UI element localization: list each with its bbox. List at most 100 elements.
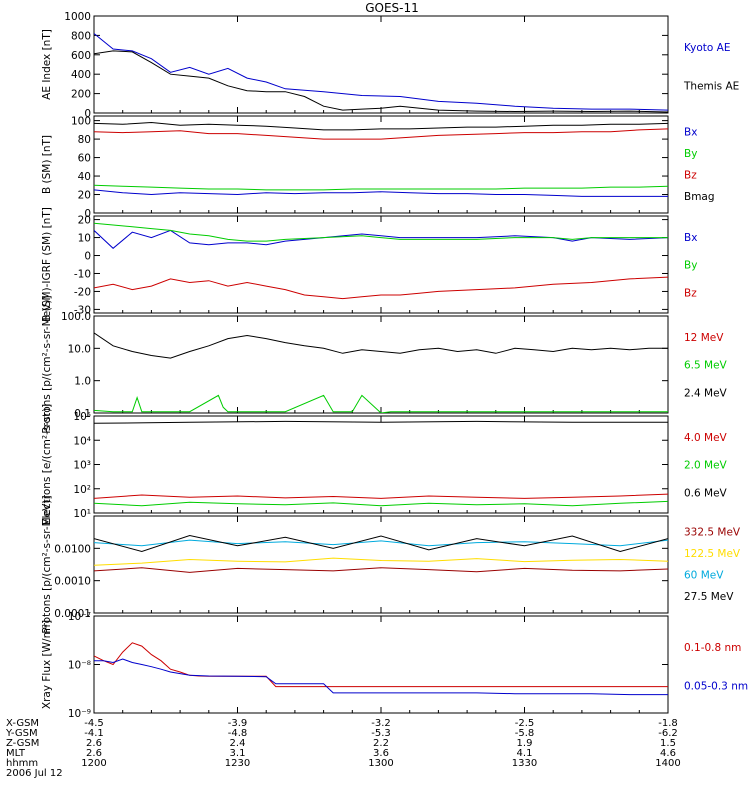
footer-value: 2.6	[86, 738, 102, 749]
series-line-themis-ae	[94, 50, 668, 113]
footer-row-label: MLT	[6, 748, 26, 759]
footer-value: 3.6	[373, 748, 389, 759]
series-line-bz	[94, 128, 668, 140]
y-tick-label: 10³	[73, 460, 91, 472]
series-line-2.4-mev	[94, 332, 668, 359]
y-tick-label: 100	[71, 116, 91, 128]
series-line-0.1-0.8-nm	[94, 642, 668, 688]
y-tick-label: 10¹	[73, 508, 91, 520]
footer-value: 2.2	[373, 738, 389, 749]
series-line-bmag	[94, 121, 668, 131]
footer-value: -6.2	[658, 728, 678, 739]
panel-bsm: 100 80 60 40 20 0 B (SM) [nT] Bx By Bz Bmag	[41, 115, 715, 220]
footer-row-label: X-GSM	[6, 718, 39, 729]
footer-value: 1200	[81, 758, 106, 769]
y-tick-label: 10⁻⁷	[68, 611, 91, 623]
y-tick-label: 800	[71, 30, 91, 42]
y-axis-label: Protons [p/(cm²-s-sr-MeV)]	[41, 495, 53, 633]
footer-value: 3.1	[230, 748, 246, 759]
series-line-by	[94, 222, 668, 242]
series-line-bz	[94, 276, 668, 300]
legend-entry: Themis AE	[683, 81, 739, 93]
footer-value: 2.6	[86, 748, 102, 759]
y-tick-label: 0	[84, 208, 91, 220]
legend-entry: 6.5 MeV	[684, 360, 728, 372]
series-line-332.5-mev	[94, 567, 668, 573]
y-tick-label: 0.0001	[54, 608, 91, 620]
y-axis-label: B (SM) [nT]	[41, 135, 53, 194]
y-tick-label: 10.0	[68, 343, 91, 355]
footer-value: 4.1	[517, 748, 533, 759]
y-axis-label: Electrons [e/(cm²-s-sr)]	[41, 404, 53, 525]
y-tick-label: 10	[78, 233, 91, 245]
y-tick-label: 10⁻⁹	[68, 708, 91, 720]
series-line-4.0-mev	[94, 493, 668, 499]
series-line-6.5-mev	[94, 394, 668, 413]
y-axis-label: AE Index [nT]	[41, 29, 53, 100]
y-tick-label: 10⁻⁸	[68, 660, 91, 672]
y-tick-label: 400	[71, 69, 91, 81]
y-tick-label: 1.0	[74, 376, 91, 388]
panel-electrons: 10⁵ 10⁴ 10³ 10² 10¹ Electrons [e/(cm²-s-sr)] 4…	[41, 404, 728, 525]
panel-protons_hi: 100.0 10.0 1.0 0.1 Protons [p/(cm²-s-sr-MeV)…	[41, 295, 728, 433]
footer-value: -3.9	[228, 718, 248, 729]
footer-value: -1.8	[658, 718, 678, 729]
y-tick-label: 10⁵	[73, 411, 91, 423]
footer-row-label: Z-GSM	[6, 738, 39, 749]
footer-date: 2006 Jul 12	[6, 768, 63, 779]
y-tick-label: 80	[78, 134, 91, 146]
legend-entry: 27.5 MeV	[684, 591, 734, 603]
series-line-122.5-mev	[94, 557, 668, 566]
panel-frame	[93, 315, 669, 414]
footer-value: -5.8	[515, 728, 535, 739]
legend-entry: 60 MeV	[684, 570, 724, 582]
series-line-0.6-mev	[94, 420, 668, 424]
panel-xray: 10⁻⁷ 10⁻⁸ 10⁻⁹ Xray Flux [W/m²] 0.1-0.8 nm 0.…	[41, 611, 748, 720]
y-axis-label: B (SM)-IGRF (SM) [nT]	[41, 207, 53, 322]
y-tick-label: 0	[84, 251, 91, 263]
legend-entry: 12 MeV	[684, 332, 724, 344]
y-tick-label: 1000	[64, 11, 91, 23]
series-line-27.5-mev	[94, 534, 668, 553]
footer-value: 1400	[655, 758, 680, 769]
y-tick-label: 0.0100	[54, 543, 91, 555]
series-line-bx	[94, 229, 668, 249]
y-tick-label: 0	[84, 108, 91, 120]
legend-entry: By	[684, 148, 697, 160]
footer-row-label: Y-GSM	[5, 728, 38, 739]
legend-entry: 122.5 MeV	[684, 548, 741, 560]
y-tick-label: 600	[71, 50, 91, 62]
series-line-0.05-0.3-nm	[94, 658, 668, 696]
y-tick-label: 0.0010	[54, 576, 91, 588]
footer-value: -3.2	[371, 718, 391, 729]
series-line-bx	[94, 189, 668, 197]
legend-entry: Bmag	[684, 191, 715, 203]
footer-value: -5.3	[371, 728, 391, 739]
panel-frame	[93, 615, 669, 714]
panel-ae: 1000 800 600 400 200 0 AE Index [nT] Kyoto AE Th…	[41, 11, 739, 120]
legend-entry: 0.05-0.3 nm	[684, 681, 748, 693]
footer-value: -2.5	[515, 718, 535, 729]
chart-title: GOES-11	[365, 1, 419, 15]
y-axis-label: Xray Flux [W/m²]	[41, 620, 53, 709]
legend-entry: By	[684, 260, 697, 272]
footer-row-label: hhmm	[6, 758, 38, 769]
legend-entry: Bx	[684, 232, 697, 244]
series-line-kyoto-ae	[94, 33, 668, 111]
y-tick-label: 10²	[73, 484, 91, 496]
footer-value: 1.9	[517, 738, 533, 749]
legend-entry: Kyoto AE	[684, 42, 730, 54]
panel-bdiff: 20 10 0 -10 -20 -30 B (SM)-IGRF (SM) [nT] Bx By B…	[41, 207, 697, 322]
footer-value: -4.5	[84, 718, 104, 729]
y-axis-label: Protons [p/(cm²-s-sr-MeV)]	[41, 295, 53, 433]
y-tick-label: 100.0	[61, 311, 91, 323]
legend-entry: 2.4 MeV	[684, 387, 728, 399]
footer-value: 1300	[368, 758, 393, 769]
y-tick-label: 60	[78, 153, 91, 165]
series-line-2.0-mev	[94, 500, 668, 507]
y-tick-label: 10⁴	[73, 435, 91, 447]
legend-entry: 4.0 MeV	[684, 432, 728, 444]
